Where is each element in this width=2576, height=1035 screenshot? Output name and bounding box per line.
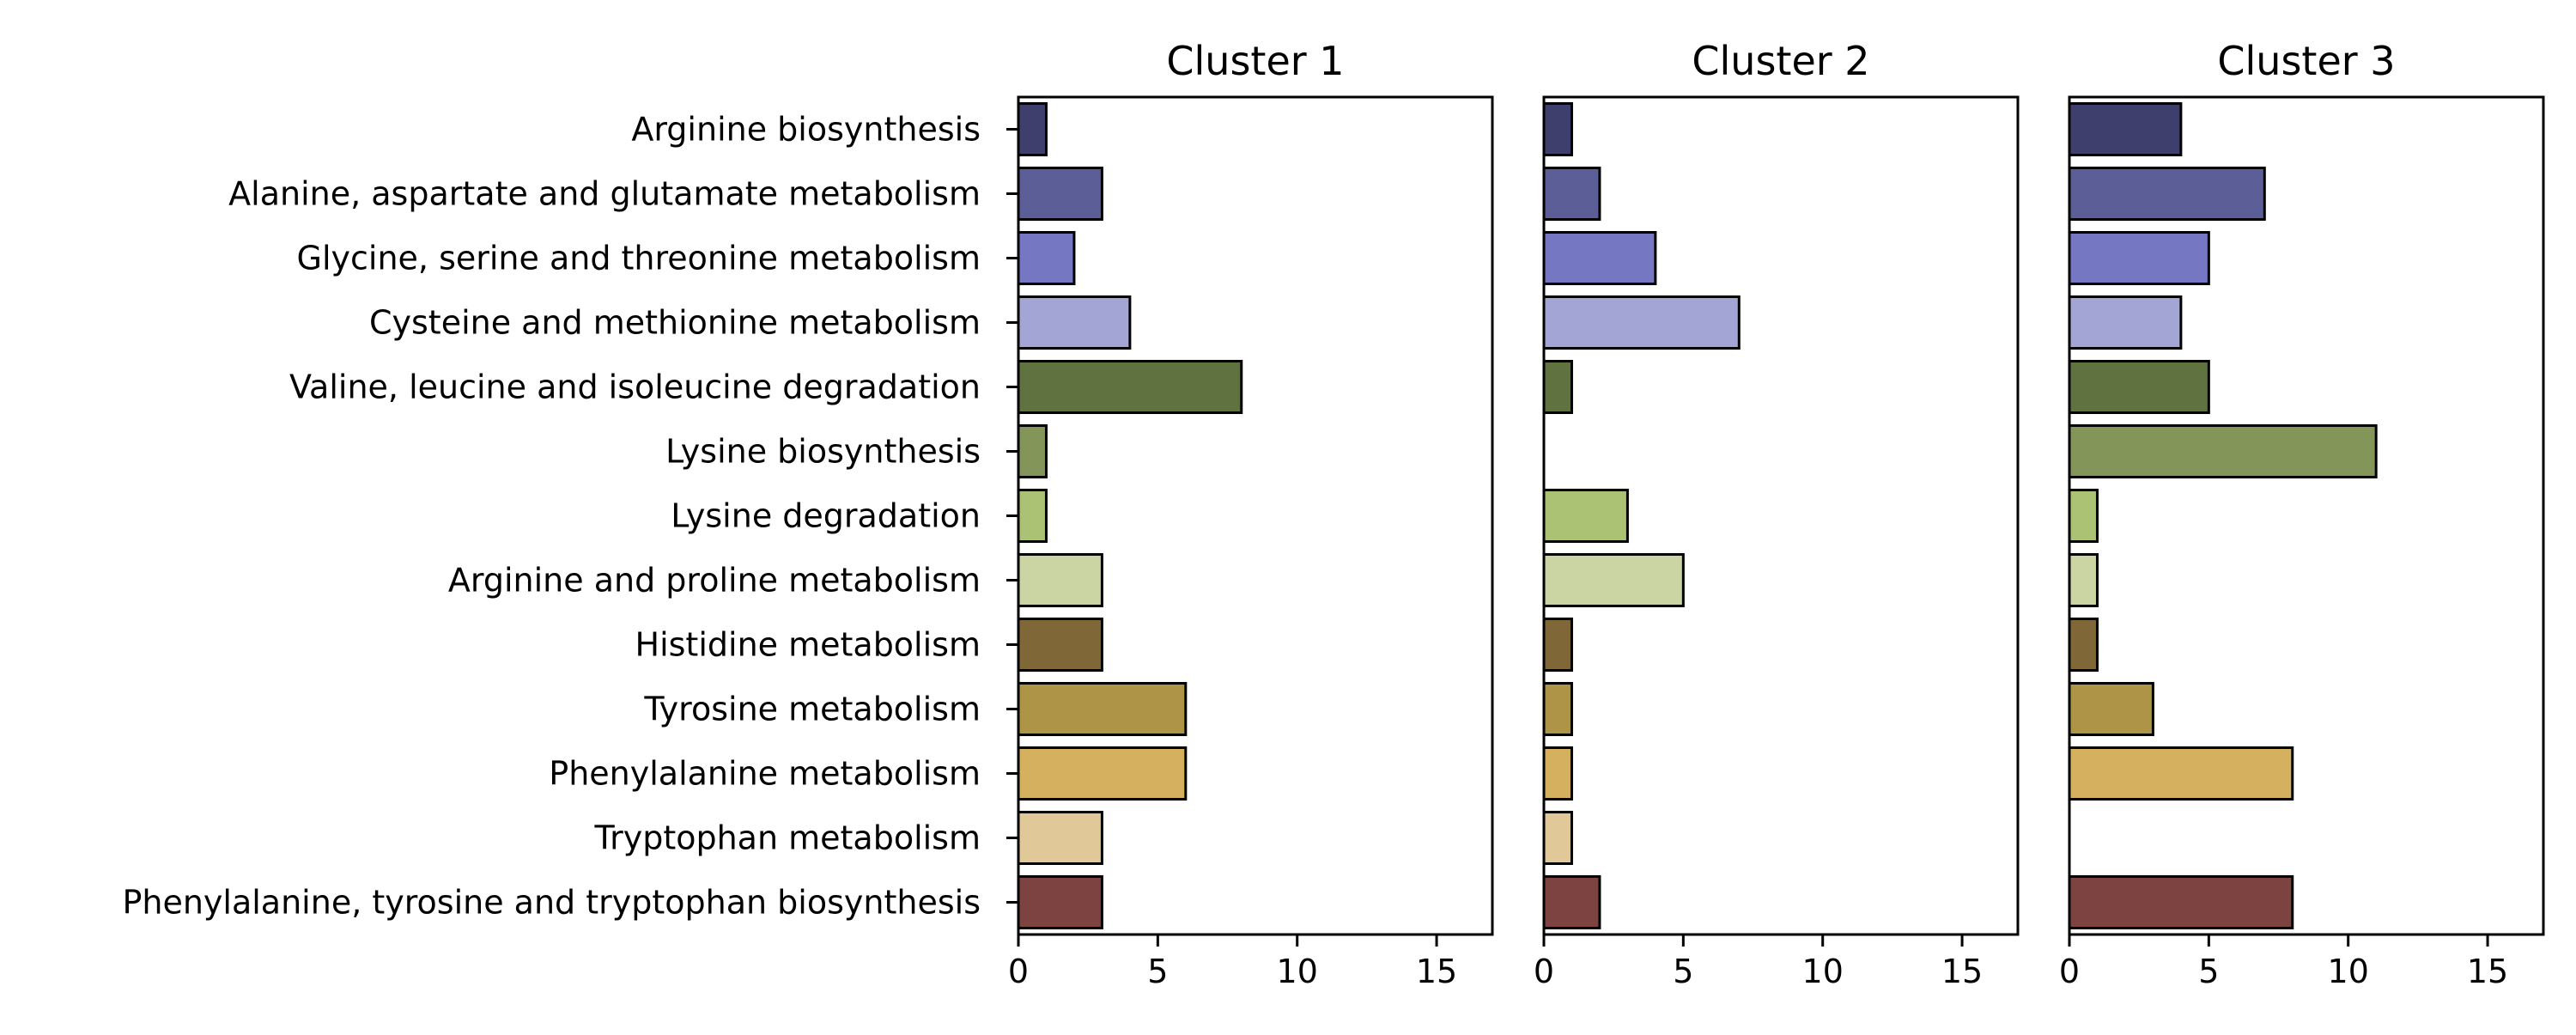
bar <box>1542 360 1573 414</box>
x-tick-label: 0 <box>2059 953 2080 990</box>
bar <box>1017 811 1103 865</box>
bar <box>2068 295 2183 350</box>
bar <box>1017 489 1048 543</box>
x-tick-label: 10 <box>2328 953 2369 990</box>
bar <box>1017 424 1048 478</box>
panel-title: Cluster 3 <box>2217 38 2395 84</box>
category-label: Arginine biosynthesis <box>631 111 981 149</box>
bar <box>1542 167 1601 221</box>
category-label: Lysine degradation <box>671 497 981 535</box>
panel-frame <box>1542 95 2020 936</box>
category-label: Cysteine and methionine metabolism <box>369 304 981 342</box>
bar <box>2068 682 2154 736</box>
bar <box>1017 875 1103 929</box>
bar <box>1542 553 1685 607</box>
x-tick-label: 15 <box>1416 953 1457 990</box>
x-tick-label: 5 <box>1147 953 1168 990</box>
category-label: Tyrosine metabolism <box>643 691 981 728</box>
category-label: Glycine, serine and threonine metabolism <box>297 240 981 277</box>
bar <box>1017 295 1132 350</box>
bar <box>1017 746 1188 801</box>
category-label: Lysine biosynthesis <box>665 433 981 471</box>
bar <box>2068 618 2099 672</box>
bar <box>1542 231 1657 285</box>
x-tick-label: 5 <box>1673 953 1693 990</box>
x-tick-label: 10 <box>1802 953 1844 990</box>
bar <box>1542 746 1573 801</box>
panel-title: Cluster 1 <box>1166 38 1344 84</box>
category-label: Valine, leucine and isoleucine degradati… <box>289 368 981 406</box>
bar <box>1017 618 1103 672</box>
bar <box>1542 489 1629 543</box>
category-label: Tryptophan metabolism <box>593 819 981 857</box>
panel-frame <box>2068 95 2545 936</box>
bar <box>2068 489 2099 543</box>
bar <box>1542 618 1573 672</box>
bar <box>1017 553 1103 607</box>
category-label: Phenylalanine, tyrosine and tryptophan b… <box>122 884 981 922</box>
bar <box>2068 746 2294 801</box>
bar <box>1542 875 1601 929</box>
bar <box>1542 102 1573 156</box>
bar <box>1542 811 1573 865</box>
x-tick-label: 15 <box>1941 953 1983 990</box>
x-tick-label: 10 <box>1277 953 1318 990</box>
bar <box>1017 231 1076 285</box>
bar <box>2068 102 2183 156</box>
bar <box>1542 682 1573 736</box>
panel-frame <box>1017 95 1494 936</box>
category-label: Phenylalanine metabolism <box>549 755 981 793</box>
panel-title: Cluster 2 <box>1692 38 1869 84</box>
x-tick-label: 5 <box>2198 953 2219 990</box>
x-tick-label: 0 <box>1008 953 1029 990</box>
bar <box>2068 424 2378 478</box>
x-tick-label: 15 <box>2467 953 2508 990</box>
bar <box>1017 167 1103 221</box>
category-label: Histidine metabolism <box>635 626 981 664</box>
bar <box>1542 295 1741 350</box>
bar <box>2068 553 2099 607</box>
bar <box>1017 682 1188 736</box>
bar <box>1017 102 1048 156</box>
bar <box>2068 875 2294 929</box>
x-tick-label: 0 <box>1534 953 1554 990</box>
bar <box>1017 360 1243 414</box>
bar <box>2068 231 2210 285</box>
bar <box>2068 360 2210 414</box>
bar <box>2068 167 2266 221</box>
category-label: Alanine, aspartate and glutamate metabol… <box>228 175 981 213</box>
category-label: Arginine and proline metabolism <box>448 562 981 600</box>
